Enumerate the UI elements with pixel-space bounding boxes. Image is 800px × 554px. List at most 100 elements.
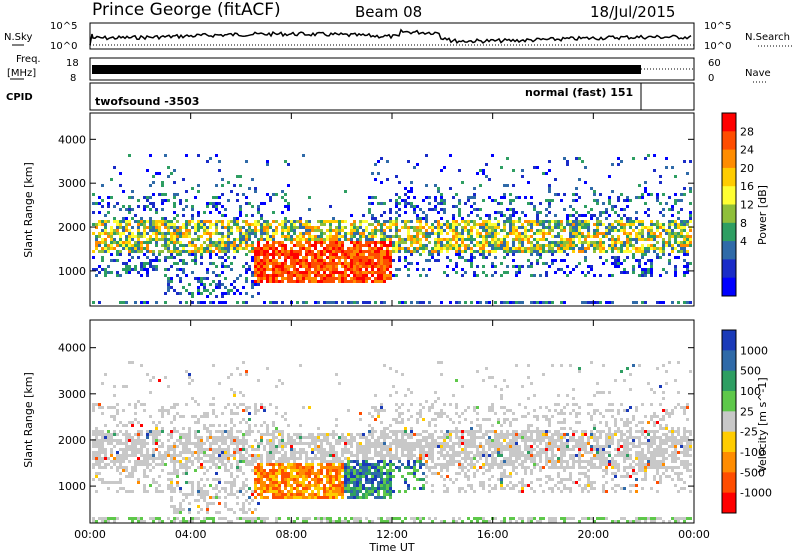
heatmap-cell [305,259,308,262]
heatmap-cell [341,247,344,250]
heatmap-cell [158,220,161,223]
heatmap-cell [626,196,629,199]
heatmap-cell [638,235,641,238]
heatmap-cell [530,220,533,223]
heatmap-cell [458,232,461,235]
heatmap-cell [176,439,179,442]
heatmap-cell [164,463,167,466]
heatmap-cell [353,220,356,223]
heatmap-cell [185,436,188,439]
heatmap-cell [362,274,365,277]
heatmap-cell [332,229,335,232]
heatmap-cell [272,220,275,223]
heatmap-cell [398,421,401,424]
heatmap-cell [545,238,548,241]
heatmap-cell [506,220,509,223]
heatmap-cell [269,457,272,460]
heatmap-cell [395,418,398,421]
heatmap-cell [449,229,452,232]
heatmap-cell [395,439,398,442]
heatmap-cell [188,253,191,256]
heatmap-cell [92,439,95,442]
heatmap-cell [329,478,332,481]
heatmap-cell [188,439,191,442]
heatmap-cell [122,487,125,490]
heatmap-cell [248,454,251,457]
heatmap-cell [185,460,188,463]
heatmap-cell [215,247,218,250]
heatmap-cell [164,223,167,226]
heatmap-cell [347,265,350,268]
heatmap-cell [368,472,371,475]
heatmap-cell [401,247,404,250]
heatmap-cell [197,484,200,487]
heatmap-cell [272,235,275,238]
heatmap-cell [287,433,290,436]
heatmap-cell [500,202,503,205]
heatmap-cell [347,478,350,481]
heatmap-cell [170,487,173,490]
heatmap-cell [200,445,203,448]
heatmap-cell [203,454,206,457]
heatmap-cell [284,412,287,415]
heatmap-cell [113,385,116,388]
heatmap-cell [119,223,122,226]
colorbar-segment [722,167,736,187]
heatmap-cell [389,478,392,481]
heatmap-cell [95,244,98,247]
heatmap-cell [260,484,263,487]
heatmap-cell [257,280,260,283]
heatmap-cell [404,220,407,223]
heatmap-cell [521,301,524,304]
heatmap-cell [392,244,395,247]
heatmap-cell [188,481,191,484]
heatmap-cell [611,244,614,247]
heatmap-cell [182,466,185,469]
heatmap-cell [572,235,575,238]
heatmap-cell [380,496,383,499]
heatmap-cell [263,229,266,232]
heatmap-cell [299,364,302,367]
heatmap-cell [590,214,593,217]
heatmap-cell [398,301,401,304]
heatmap-cell [458,244,461,247]
heatmap-cell [503,301,506,304]
heatmap-cell [188,382,191,385]
heatmap-cell [347,457,350,460]
heatmap-cell [149,262,152,265]
heatmap-cell [386,220,389,223]
heatmap-cell [320,232,323,235]
heatmap-cell [668,241,671,244]
heatmap-cell [527,250,530,253]
heatmap-cell [269,478,272,481]
heatmap-cell [521,226,524,229]
heatmap-cell [191,463,194,466]
heatmap-cell [329,241,332,244]
heatmap-cell [185,190,188,193]
heatmap-cell [134,460,137,463]
heatmap-cell [404,301,407,304]
heatmap-cell [119,184,122,187]
heatmap-cell [395,454,398,457]
heatmap-cell [329,517,332,520]
heatmap-cell [95,442,98,445]
heatmap-cell [191,271,194,274]
heatmap-cell [110,433,113,436]
heatmap-cell [347,496,350,499]
heatmap-cell [209,238,212,241]
heatmap-cell [221,205,224,208]
heatmap-cell [533,205,536,208]
heatmap-cell [242,484,245,487]
heatmap-cell [161,469,164,472]
heatmap-cell [353,460,356,463]
heatmap-cell [386,277,389,280]
heatmap-cell [248,427,251,430]
heatmap-cell [404,241,407,244]
heatmap-cell [380,250,383,253]
heatmap-cell [320,280,323,283]
heatmap-cell [179,442,182,445]
heatmap-cell [338,382,341,385]
heatmap-cell [395,241,398,244]
heatmap-cell [650,235,653,238]
heatmap-cell [641,226,644,229]
